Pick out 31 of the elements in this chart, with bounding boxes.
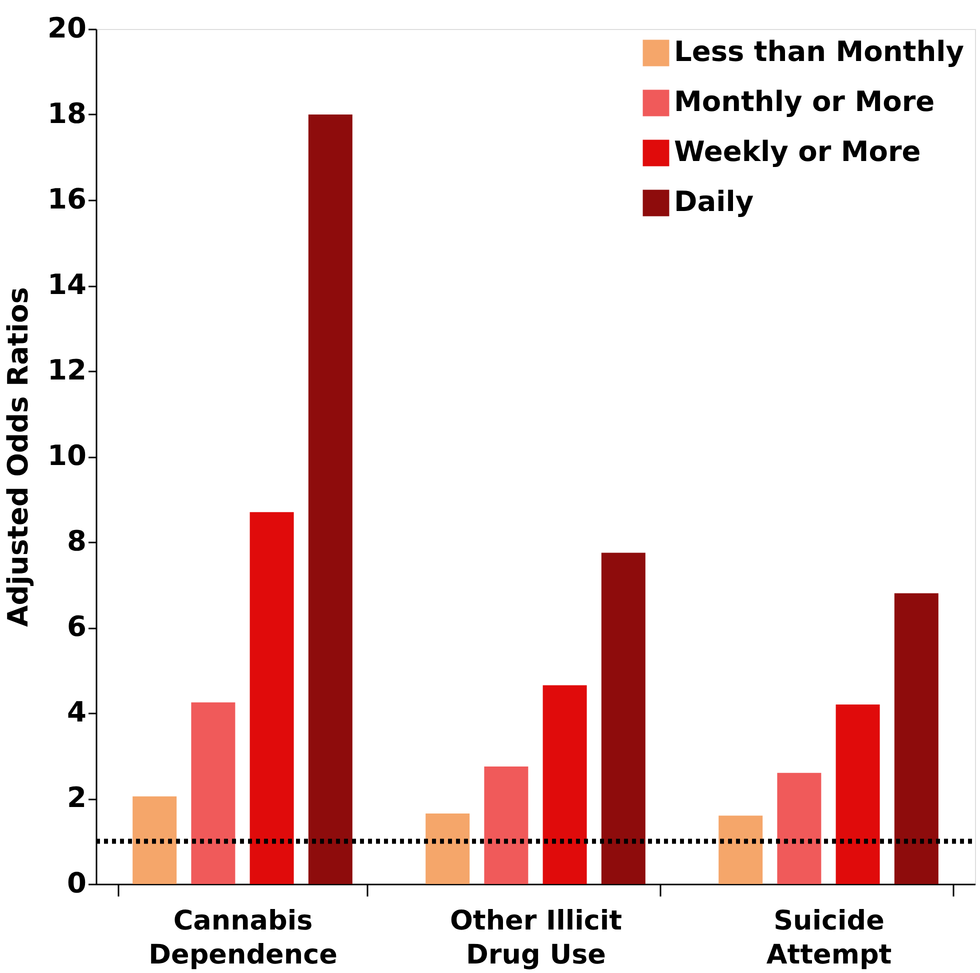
- bar: [777, 772, 822, 884]
- y-tick-label: 20: [48, 12, 86, 44]
- x-tick-label: Suicide Attempt: [766, 906, 892, 970]
- x-tick-label: Other Illicit Drug Use: [450, 906, 622, 970]
- bar: [542, 685, 587, 884]
- y-tick-label: 18: [48, 97, 86, 130]
- y-tick-label: 12: [48, 354, 86, 386]
- bar: [836, 704, 880, 884]
- legend-label: Daily: [674, 185, 754, 218]
- y-tick-label: 2: [67, 781, 86, 814]
- y-axis-title: Adjusted Odds Ratios: [2, 287, 35, 627]
- y-tick-label: 14: [48, 268, 86, 301]
- bar: [308, 114, 352, 884]
- bar: [718, 816, 763, 884]
- y-tick-label: 4: [67, 696, 86, 728]
- legend-label: Weekly or More: [674, 135, 921, 168]
- bar: [132, 796, 177, 884]
- bar: [191, 702, 236, 884]
- y-tick-label: 8: [67, 524, 86, 558]
- bar: [894, 593, 938, 884]
- bar: [601, 552, 646, 884]
- bar: [484, 766, 528, 884]
- legend-label: Less than Monthly: [674, 35, 964, 68]
- y-tick-label: 16: [48, 182, 86, 216]
- legend-label: Monthly or More: [674, 85, 935, 118]
- y-tick-label: 6: [67, 610, 86, 643]
- x-tick-label: Cannabis Dependence: [148, 906, 338, 970]
- y-tick-label: 10: [48, 439, 86, 472]
- y-tick-label: 0: [67, 866, 86, 900]
- bar: [250, 512, 294, 884]
- bar: [426, 813, 470, 884]
